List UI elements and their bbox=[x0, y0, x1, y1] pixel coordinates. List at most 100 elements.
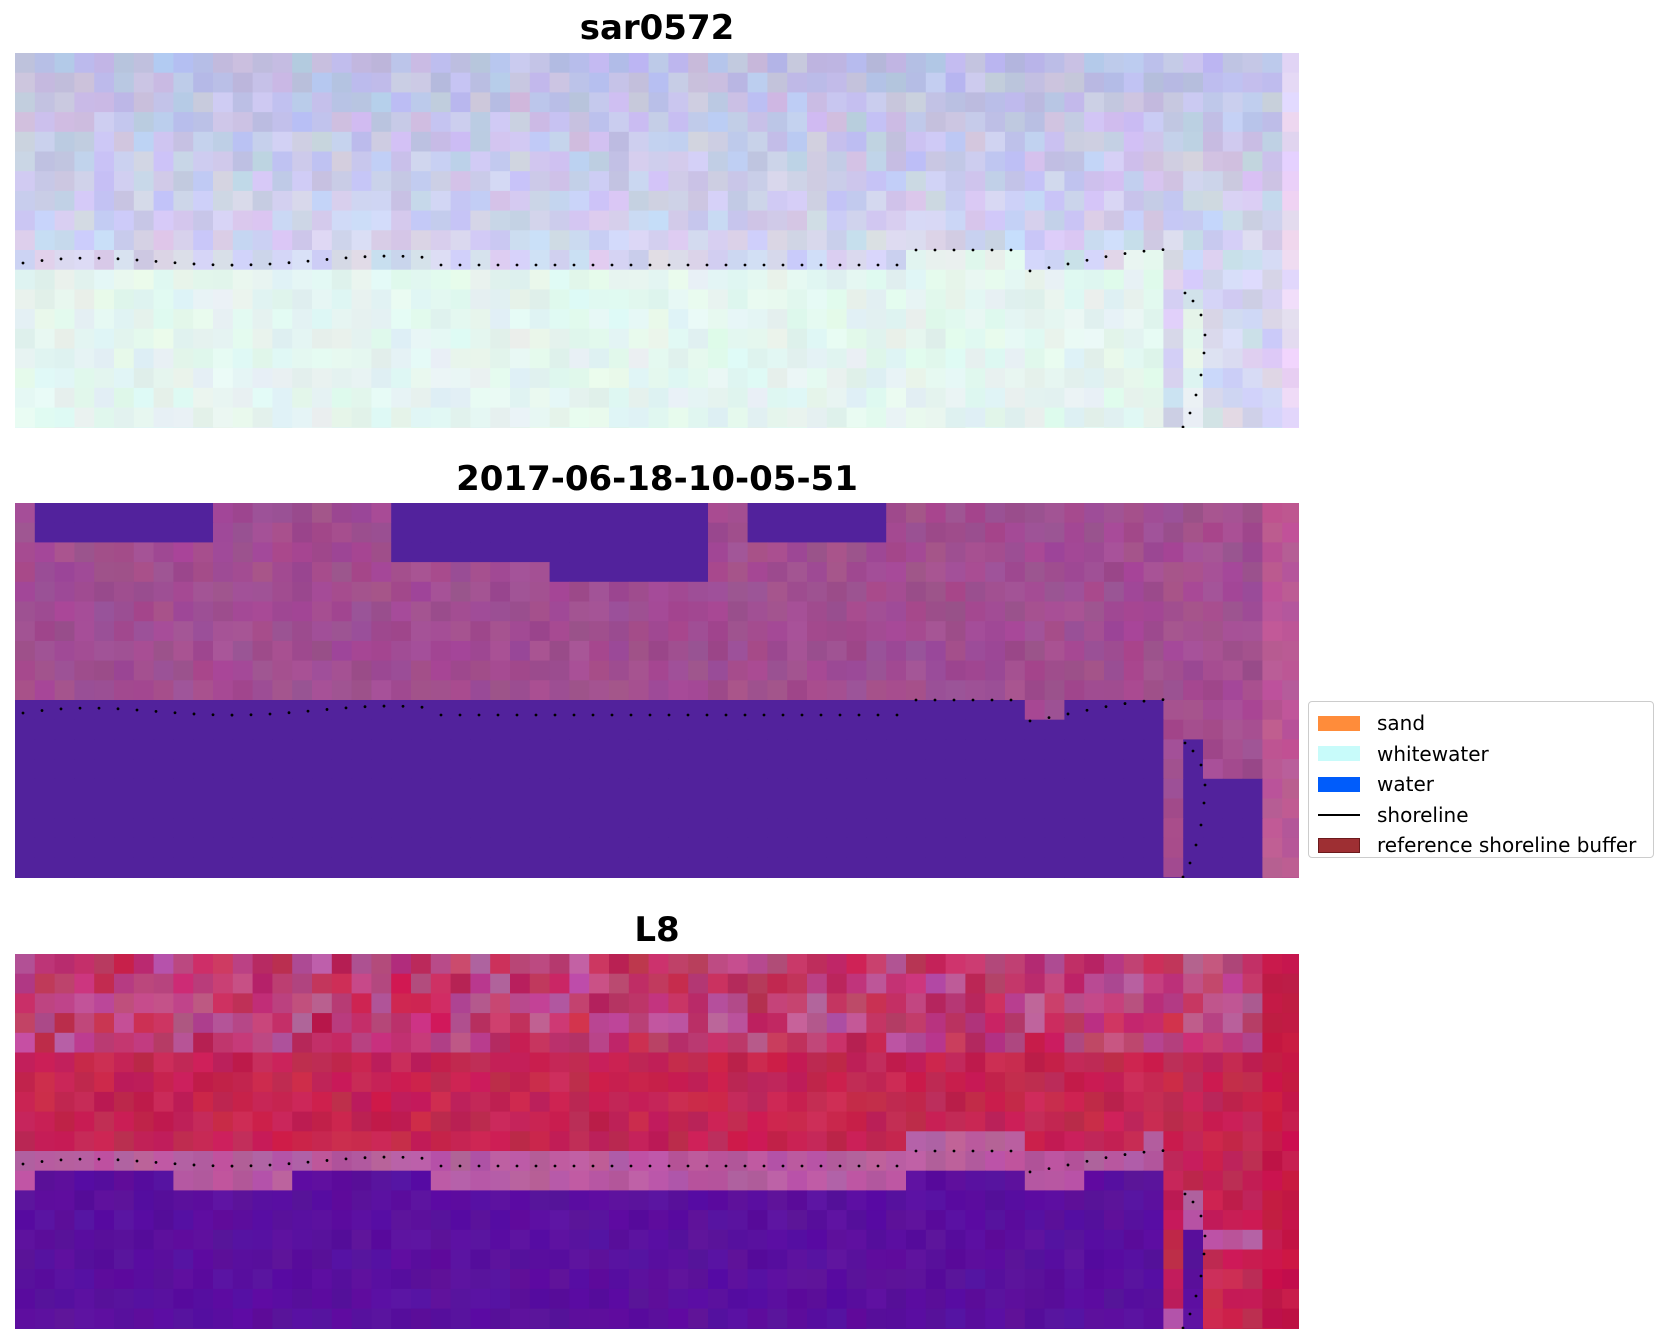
image-pixel bbox=[391, 993, 412, 1014]
image-pixel bbox=[1044, 1072, 1065, 1093]
image-pixel bbox=[470, 1111, 491, 1132]
image-pixel bbox=[411, 1210, 432, 1231]
image-pixel bbox=[74, 621, 95, 642]
image-pixel bbox=[470, 1151, 491, 1172]
image-pixel bbox=[114, 660, 135, 681]
image-pixel bbox=[1282, 1288, 1299, 1310]
image-pixel bbox=[1222, 759, 1244, 780]
image-pixel bbox=[510, 562, 531, 583]
image-pixel bbox=[1183, 640, 1204, 662]
image-pixel bbox=[252, 1229, 273, 1251]
legend-swatch-sand bbox=[1318, 715, 1360, 731]
shoreline-point bbox=[1142, 249, 1146, 253]
image-pixel bbox=[1005, 92, 1026, 113]
image-pixel bbox=[272, 739, 293, 760]
image-pixel bbox=[331, 328, 353, 350]
image-pixel bbox=[1222, 503, 1244, 524]
image-pixel bbox=[114, 1229, 135, 1251]
image-pixel bbox=[826, 387, 848, 409]
image-pixel bbox=[906, 289, 927, 310]
image-pixel bbox=[1104, 1052, 1125, 1073]
image-pixel bbox=[1005, 1229, 1026, 1251]
image-pixel bbox=[1262, 1308, 1283, 1329]
image-pixel bbox=[351, 328, 372, 350]
image-pixel bbox=[628, 387, 650, 409]
image-pixel bbox=[846, 1013, 867, 1034]
image-pixel bbox=[549, 250, 570, 271]
image-pixel bbox=[965, 269, 986, 290]
image-pixel bbox=[490, 210, 511, 231]
image-pixel bbox=[727, 1052, 749, 1073]
image-pixel bbox=[747, 92, 768, 113]
shoreline-point bbox=[971, 248, 975, 252]
shoreline-point bbox=[1123, 252, 1127, 255]
image-pixel bbox=[490, 640, 511, 662]
image-pixel bbox=[589, 1131, 610, 1152]
image-pixel bbox=[1163, 427, 1184, 428]
image-pixel bbox=[133, 1151, 155, 1172]
image-pixel bbox=[628, 1288, 650, 1310]
image-pixel bbox=[232, 387, 254, 409]
image-pixel bbox=[1203, 1288, 1224, 1310]
image-pixel bbox=[470, 1288, 491, 1310]
image-pixel bbox=[1222, 1328, 1244, 1329]
image-pixel bbox=[74, 1328, 95, 1329]
image-pixel bbox=[569, 1013, 590, 1034]
shoreline-point bbox=[876, 263, 880, 267]
image-pixel bbox=[133, 562, 155, 583]
image-pixel bbox=[1262, 993, 1283, 1014]
image-pixel bbox=[272, 309, 293, 330]
image-pixel bbox=[153, 1210, 174, 1231]
image-pixel bbox=[430, 309, 452, 330]
image-pixel bbox=[232, 427, 254, 428]
image-pixel bbox=[945, 581, 966, 603]
image-pixel bbox=[351, 522, 372, 543]
image-pixel bbox=[807, 190, 828, 212]
image-pixel bbox=[648, 660, 669, 681]
image-pixel bbox=[589, 719, 610, 740]
image-pixel bbox=[1222, 640, 1244, 662]
image-pixel bbox=[609, 151, 630, 172]
image-pixel bbox=[193, 798, 214, 819]
image-pixel bbox=[866, 427, 887, 428]
image-pixel bbox=[1203, 190, 1224, 212]
image-pixel bbox=[807, 250, 828, 271]
image-pixel bbox=[787, 954, 808, 975]
image-pixel bbox=[490, 1052, 511, 1073]
image-pixel bbox=[589, 562, 610, 583]
image-pixel bbox=[1183, 171, 1204, 192]
image-pixel bbox=[213, 427, 234, 428]
image-pixel bbox=[450, 1308, 471, 1329]
image-pixel bbox=[886, 993, 907, 1014]
image-pixel bbox=[1143, 53, 1164, 74]
image-pixel bbox=[925, 818, 947, 839]
image-pixel bbox=[351, 680, 372, 701]
image-pixel bbox=[1143, 92, 1164, 113]
image-pixel bbox=[886, 798, 907, 819]
image-pixel bbox=[1143, 1111, 1164, 1132]
image-pixel bbox=[826, 151, 848, 172]
image-pixel bbox=[906, 1151, 927, 1172]
image-pixel bbox=[114, 640, 135, 662]
image-pixel bbox=[609, 190, 630, 212]
image-pixel bbox=[906, 581, 927, 603]
image-pixel bbox=[609, 837, 630, 859]
image-pixel bbox=[450, 348, 471, 369]
shoreline-point bbox=[686, 1164, 690, 1168]
image-pixel bbox=[965, 1190, 986, 1211]
image-pixel bbox=[411, 289, 432, 310]
image-pixel bbox=[34, 1308, 56, 1329]
image-pixel bbox=[470, 250, 491, 271]
image-pixel bbox=[94, 719, 115, 740]
image-pixel bbox=[173, 719, 194, 740]
image-pixel bbox=[965, 1249, 986, 1270]
image-pixel bbox=[1242, 1308, 1263, 1329]
image-pixel bbox=[1163, 1151, 1184, 1172]
image-pixel bbox=[411, 818, 432, 839]
image-pixel bbox=[15, 72, 36, 93]
image-pixel bbox=[589, 660, 610, 681]
image-pixel bbox=[1123, 1151, 1145, 1172]
shoreline-point bbox=[344, 706, 348, 710]
image-pixel bbox=[1104, 973, 1125, 994]
image-pixel bbox=[866, 660, 887, 681]
